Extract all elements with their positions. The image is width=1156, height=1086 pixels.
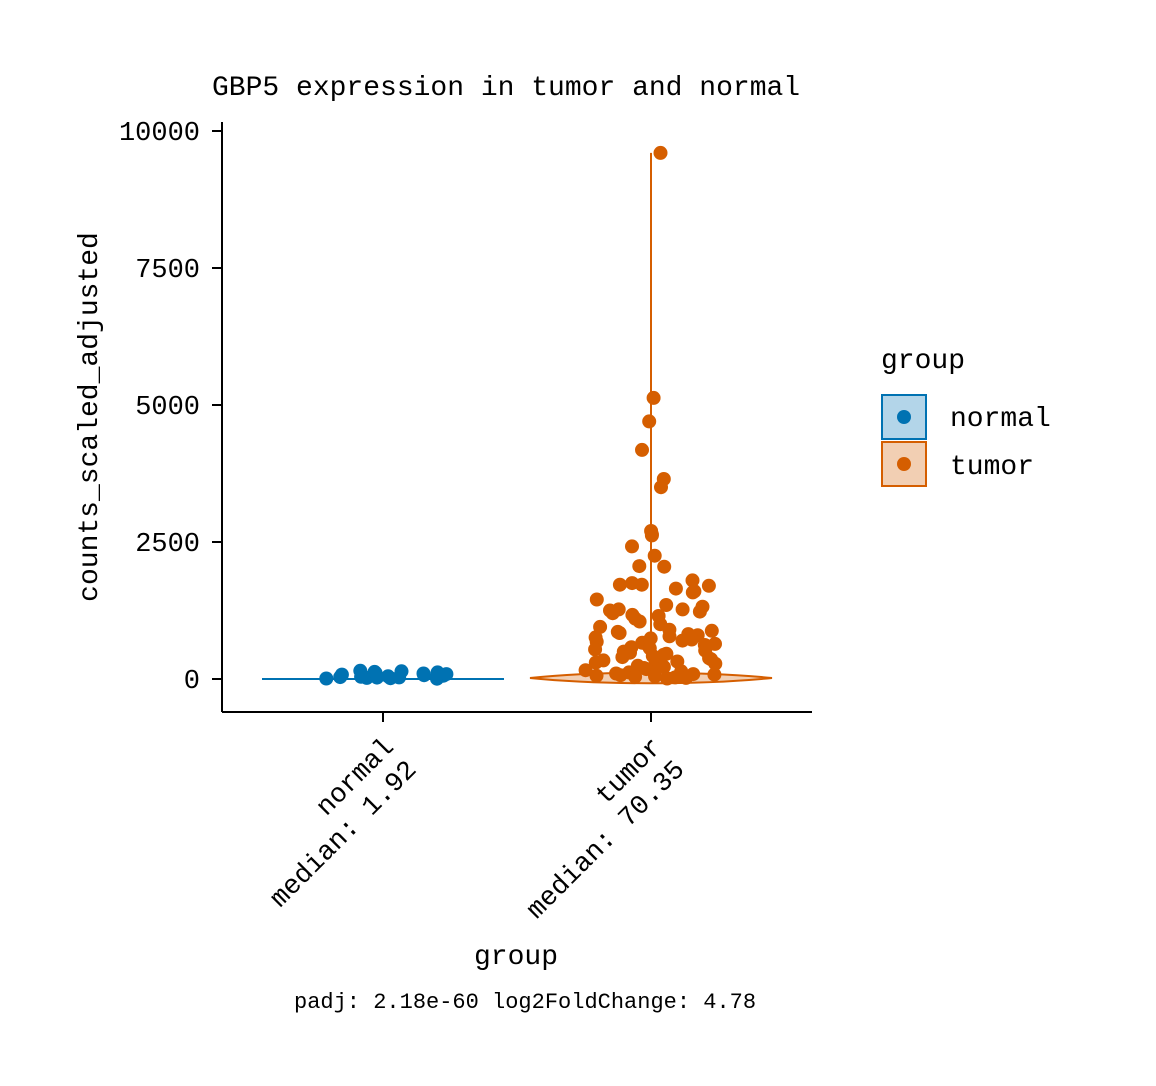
point-normal — [430, 665, 445, 680]
points-layer — [319, 145, 723, 686]
point-tumor — [675, 602, 690, 617]
point-tumor — [589, 668, 604, 683]
y-axis-label: counts_scaled_adjusted — [75, 232, 106, 602]
legend-title: group — [881, 346, 965, 377]
point-tumor — [708, 636, 722, 651]
y-tick-label: 5000 — [135, 393, 200, 423]
point-tumor — [628, 669, 643, 684]
point-tumor — [685, 573, 700, 588]
legend-label-normal: normal — [950, 404, 1051, 435]
y-tick-label: 0 — [184, 667, 200, 697]
footer-stats: padj: 2.18e-60 log2FoldChange: 4.78 — [294, 990, 756, 1015]
point-normal — [334, 667, 349, 682]
legend-label-tumor: tumor — [950, 452, 1034, 483]
point-tumor — [605, 606, 620, 621]
point-tumor — [685, 585, 700, 600]
point-tumor — [612, 626, 627, 640]
legend-key-tumor — [881, 441, 927, 487]
point-normal — [353, 663, 368, 678]
point-tumor — [707, 667, 722, 682]
point-normal — [416, 666, 431, 681]
point-tumor — [654, 480, 668, 495]
point-tumor — [613, 668, 628, 683]
point-tumor — [644, 527, 659, 542]
chart-title: GBP5 expression in tumor and normal — [212, 73, 800, 104]
point-tumor — [679, 670, 693, 685]
point-tumor — [647, 548, 662, 563]
legend-dot-normal — [897, 410, 911, 424]
point-tumor — [588, 642, 603, 657]
point-tumor — [662, 629, 677, 644]
point-tumor — [632, 614, 647, 629]
point-tumor — [632, 559, 647, 574]
point-normal — [367, 664, 382, 679]
y-tick-label: 7500 — [135, 256, 200, 286]
point-tumor — [656, 659, 671, 674]
point-tumor — [646, 390, 661, 405]
point-tumor — [635, 442, 649, 457]
point-normal — [394, 664, 409, 679]
violin-layer — [262, 152, 773, 685]
point-tumor — [612, 577, 627, 592]
legend-dot-tumor — [897, 457, 911, 471]
point-tumor — [642, 414, 657, 429]
x-axis-label: group — [474, 942, 558, 973]
point-tumor — [615, 650, 630, 665]
point-normal — [381, 669, 396, 684]
point-tumor — [653, 145, 668, 160]
point-tumor — [704, 623, 719, 638]
point-tumor — [657, 559, 672, 574]
point-tumor — [625, 539, 639, 554]
point-tumor — [701, 578, 716, 593]
point-tumor — [692, 604, 707, 619]
point-tumor — [659, 598, 674, 612]
point-tumor — [634, 577, 649, 592]
point-tumor — [660, 671, 675, 686]
point-tumor — [708, 656, 723, 671]
y-ticks: 0 2500 5000 7500 10000 — [119, 119, 222, 697]
point-tumor — [578, 663, 593, 678]
legend: group normal tumor — [881, 346, 1051, 487]
point-normal — [319, 671, 334, 686]
point-tumor — [656, 647, 671, 662]
y-tick-label: 2500 — [135, 530, 200, 560]
point-tumor — [648, 669, 662, 684]
point-tumor — [588, 655, 603, 670]
point-tumor — [675, 633, 690, 648]
point-tumor — [668, 581, 683, 596]
y-tick-label: 10000 — [119, 119, 200, 149]
point-tumor — [589, 592, 604, 607]
point-tumor — [593, 619, 608, 634]
